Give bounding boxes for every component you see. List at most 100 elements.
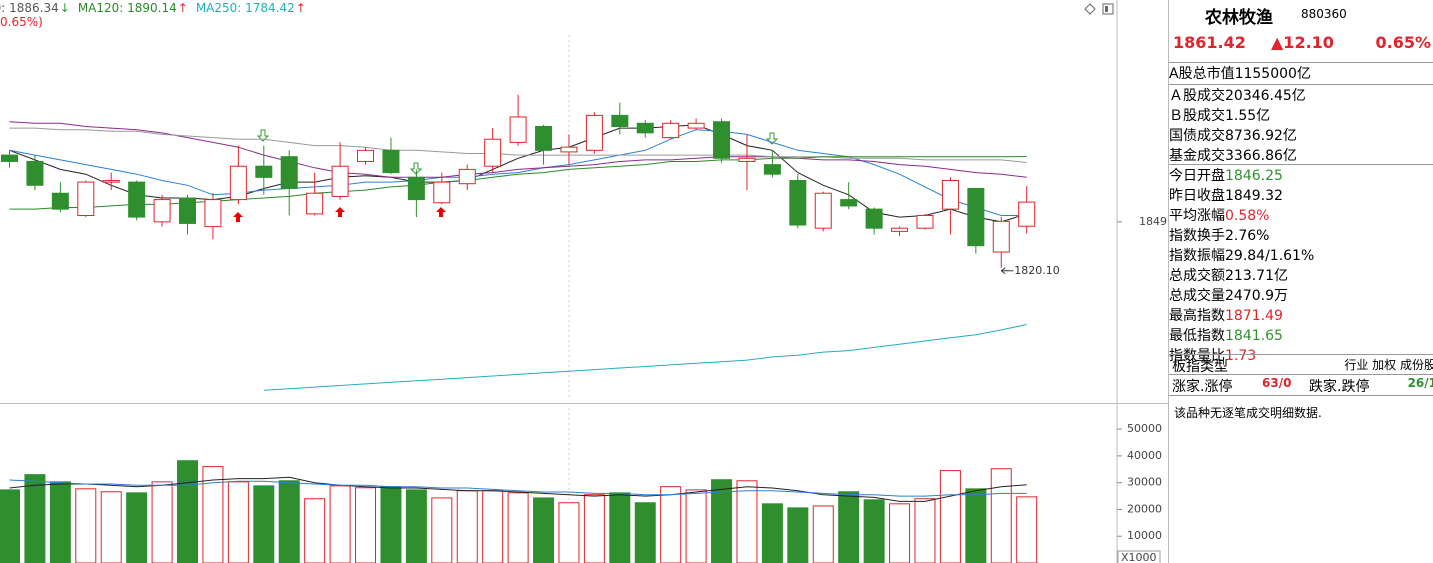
volume-bar bbox=[278, 480, 300, 563]
volume-bar bbox=[1016, 496, 1038, 563]
quote-panel: 农林牧渔 880360 1861.42 ▲12.10 0.65% A股总市值11… bbox=[1168, 0, 1433, 563]
stat-row: 指数振幅29.84/1.61% bbox=[1169, 245, 1433, 265]
row-label: 指数换手 bbox=[1169, 228, 1225, 244]
ma-legend-item: MA250: 1784.42↑ bbox=[196, 1, 310, 15]
volume-bar bbox=[380, 486, 402, 563]
stat-row: Ａ股成交20346.45亿 bbox=[1169, 85, 1433, 105]
volume-bar bbox=[100, 491, 122, 563]
candle-body bbox=[433, 181, 451, 204]
row-value: 213.71亿 bbox=[1225, 268, 1288, 284]
volume-bar bbox=[304, 498, 326, 563]
ma-line bbox=[9, 479, 1027, 497]
volume-bar bbox=[736, 480, 758, 563]
row-label: Ａ股成交 bbox=[1169, 88, 1225, 104]
ma-legend-text: MA120: 1890.14 bbox=[77, 1, 177, 15]
candle-body bbox=[611, 114, 629, 127]
stats-box: A股总市值1155000亿 bbox=[1169, 62, 1433, 83]
ma-legend-text: 60: 1886.34 bbox=[0, 1, 59, 15]
candle-body bbox=[128, 181, 146, 218]
sell-arrow bbox=[409, 162, 423, 175]
stat-row: 总成交量2470.9万 bbox=[1169, 285, 1433, 305]
annotation-arrow-head bbox=[1000, 267, 1006, 275]
candle-body bbox=[407, 176, 425, 201]
volume-bar bbox=[431, 497, 453, 563]
volume-bar bbox=[177, 460, 199, 563]
signal-arrows bbox=[233, 129, 779, 222]
row-label: 昨日收盘 bbox=[1169, 188, 1225, 204]
row-label: 总成交量 bbox=[1169, 288, 1225, 304]
stat-row: 指数量比1.73 bbox=[1169, 345, 1433, 365]
row-value: 1849.32 bbox=[1225, 188, 1283, 204]
volume-bar bbox=[49, 481, 71, 563]
stat-row: 总成交额213.71亿 bbox=[1169, 265, 1433, 285]
volume-bar bbox=[889, 503, 911, 563]
volume-bar bbox=[583, 494, 605, 563]
breadth-box: 涨家.涨停 63/0 跌家.跌停 26/1 bbox=[1169, 374, 1433, 396]
volume-bar bbox=[990, 468, 1012, 563]
volume-bar bbox=[660, 486, 682, 563]
candle-body bbox=[280, 156, 298, 189]
icon-diamond[interactable] bbox=[1084, 3, 1096, 15]
row-label: 指数量比 bbox=[1169, 348, 1225, 364]
volume-bar bbox=[914, 498, 936, 563]
volume-bar bbox=[227, 481, 249, 563]
ma-line bbox=[9, 476, 1027, 502]
candle-body bbox=[585, 114, 603, 151]
change: ▲12.10 bbox=[1271, 33, 1334, 52]
ma-line bbox=[263, 324, 1027, 391]
ma-legend-text: MA250: 1784.42 bbox=[195, 1, 295, 15]
candle-body bbox=[636, 122, 654, 134]
candle-body bbox=[331, 165, 349, 197]
y-tick-label: 1849 bbox=[1139, 215, 1167, 228]
candle-body bbox=[1018, 201, 1036, 227]
volume-bar bbox=[456, 490, 478, 563]
buy-arrow bbox=[233, 212, 243, 222]
note: 该品种无逐笔成交明细数据. bbox=[1174, 406, 1322, 420]
row-label: A股总市值 bbox=[1169, 66, 1235, 82]
y-tick-label: 20000 bbox=[1127, 502, 1162, 515]
chart: 1849 1820.10 10000 20000 30000 40000 50000 X100… bbox=[0, 0, 1168, 563]
breadth-row: 涨家.涨停 63/0 跌家.跌停 26/1 bbox=[1169, 375, 1433, 395]
volume-bar bbox=[24, 474, 46, 563]
stat-row: A股总市值1155000亿 bbox=[1169, 63, 1433, 83]
volume-bar bbox=[609, 492, 631, 563]
candle-body bbox=[662, 122, 680, 139]
stat-row: 今日开盘1846.25 bbox=[1169, 165, 1433, 185]
row-value: 1846.25 bbox=[1225, 168, 1283, 184]
stat-row: 昨日收盘1849.32 bbox=[1169, 185, 1433, 205]
volume-bar bbox=[761, 503, 783, 563]
row-label: 最低指数 bbox=[1169, 328, 1225, 344]
candle-body bbox=[509, 116, 527, 143]
y-tick-label: 30000 bbox=[1127, 476, 1162, 489]
volume-bar bbox=[634, 502, 656, 563]
candle-body bbox=[535, 125, 553, 151]
volume-bar bbox=[405, 489, 427, 563]
row-value: 2.76% bbox=[1225, 228, 1270, 244]
candle-body bbox=[560, 146, 578, 153]
candle-body bbox=[840, 199, 858, 207]
icon-window[interactable] bbox=[1102, 3, 1114, 15]
row-label: 平均涨幅 bbox=[1169, 208, 1225, 224]
ma-legend-arrow: ↑ bbox=[177, 1, 188, 15]
candle-body bbox=[179, 197, 197, 224]
row-value: 8736.92亿 bbox=[1225, 128, 1297, 144]
y-tick-label: 40000 bbox=[1127, 449, 1162, 462]
row-value: 行业 加权 成份股固 bbox=[1344, 358, 1433, 372]
volume-bar bbox=[151, 481, 173, 563]
stat-row: 基金成交3366.86亿 bbox=[1169, 145, 1433, 165]
volume-bar bbox=[507, 492, 529, 563]
change-pct: 0.65% bbox=[1375, 33, 1431, 52]
buy-arrow bbox=[335, 207, 345, 217]
stats-box: Ａ股成交20346.45亿 Ｂ股成交1.55亿 国债成交8736.92亿 基金成交33… bbox=[1169, 84, 1433, 165]
row-value: 1841.65 bbox=[1225, 328, 1283, 344]
row-value: 3366.86亿 bbox=[1225, 148, 1297, 164]
candle-body bbox=[967, 187, 985, 247]
candle-body bbox=[484, 138, 502, 167]
candle-body bbox=[382, 149, 400, 174]
volume-bar bbox=[558, 502, 580, 563]
volume-bar bbox=[0, 489, 20, 563]
candle-body bbox=[916, 214, 934, 229]
candle-body bbox=[687, 122, 705, 129]
stat-row: 最低指数1841.65 bbox=[1169, 325, 1433, 345]
candle-body bbox=[941, 180, 959, 210]
